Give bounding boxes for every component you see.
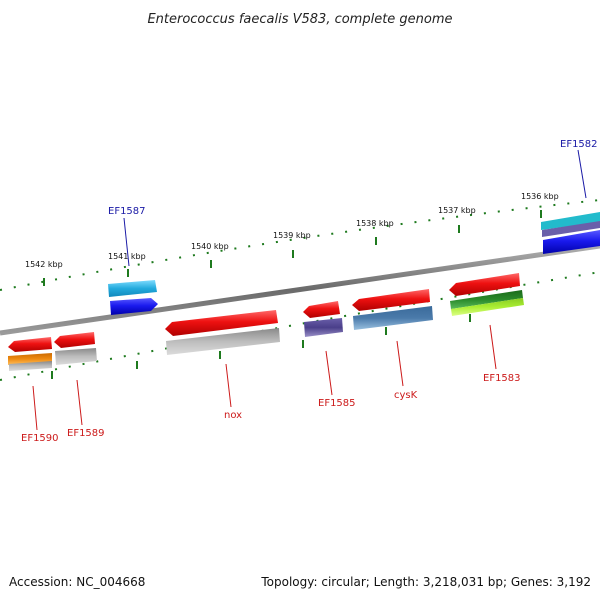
gene-ef1589[interactable] — [54, 332, 95, 348]
gene-ef1582-blue[interactable] — [543, 230, 600, 254]
gene-label: EF1582 — [560, 139, 598, 150]
leader-ef1590 — [32, 385, 38, 431]
outer-tick-ring — [0, 199, 600, 291]
gene-label: EF1587 — [108, 206, 146, 217]
gene-label: cysK — [394, 390, 418, 401]
leader-nox — [225, 363, 232, 408]
leader-ef1585 — [325, 350, 333, 396]
genome-backbone — [0, 243, 600, 336]
leader-ef1583 — [489, 324, 497, 370]
tick-label: 1539 kbp — [273, 231, 311, 240]
gene-grey-nox[interactable] — [166, 328, 280, 355]
gene-ef1587[interactable] — [108, 280, 157, 297]
map-title: Enterococcus faecalis V583, complete gen… — [147, 12, 452, 27]
tick-label: 1542 kbp — [25, 260, 63, 269]
genome-summary-text: Topology: circular; Length: 3,218,031 bp… — [260, 575, 591, 589]
gene-ef1590[interactable] — [8, 337, 52, 352]
gene-grey-small[interactable] — [9, 361, 52, 371]
leader-ef1582 — [577, 149, 587, 199]
leader-ef1587 — [123, 217, 130, 267]
gene-label: EF1590 — [21, 433, 59, 444]
accession-text: Accession: NC_004668 — [9, 575, 145, 589]
gene-ef1585-red[interactable] — [303, 301, 340, 318]
gene-ef1585[interactable] — [304, 318, 343, 337]
leader-cysk — [396, 340, 404, 387]
forward-strand-genes — [108, 212, 600, 315]
gene-label: nox — [224, 410, 242, 421]
gene-ef1582-purple[interactable] — [542, 221, 600, 237]
tick-label: 1541 kbp — [108, 252, 146, 261]
gene-label: EF1589 — [67, 428, 105, 439]
gene-blue-arrow[interactable] — [110, 298, 158, 315]
gene-label: EF1583 — [483, 373, 521, 384]
reverse-strand-genes — [8, 273, 524, 371]
gene-red-ef1583[interactable] — [449, 273, 520, 296]
gene-red-cysk[interactable] — [352, 289, 430, 311]
gene-label: EF1585 — [318, 398, 356, 409]
gene-green[interactable] — [450, 290, 523, 309]
tick-label: 1540 kbp — [191, 242, 229, 251]
gene-cysk[interactable] — [353, 306, 433, 330]
leader-ef1589 — [76, 379, 83, 426]
gene-ef1583[interactable] — [451, 298, 524, 316]
gene-red-nox[interactable] — [165, 310, 278, 336]
gene-grey-ef1589[interactable] — [55, 348, 97, 365]
tick-label: 1538 kbp — [356, 219, 394, 228]
major-ticks — [43, 210, 542, 379]
tick-label: 1536 kbp — [521, 192, 559, 201]
gene-ef1582-cyan[interactable] — [541, 212, 600, 230]
tick-label: 1537 kbp — [438, 206, 476, 215]
leader-lines — [32, 149, 587, 431]
inner-tick-ring — [0, 271, 600, 381]
